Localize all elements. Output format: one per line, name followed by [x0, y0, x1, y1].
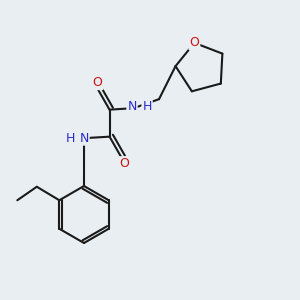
Text: N: N — [79, 132, 89, 145]
Text: H: H — [142, 100, 152, 113]
Text: O: O — [190, 36, 199, 50]
Text: O: O — [120, 157, 130, 170]
Text: O: O — [93, 76, 103, 89]
Text: N: N — [127, 100, 137, 113]
Text: H: H — [66, 132, 75, 145]
